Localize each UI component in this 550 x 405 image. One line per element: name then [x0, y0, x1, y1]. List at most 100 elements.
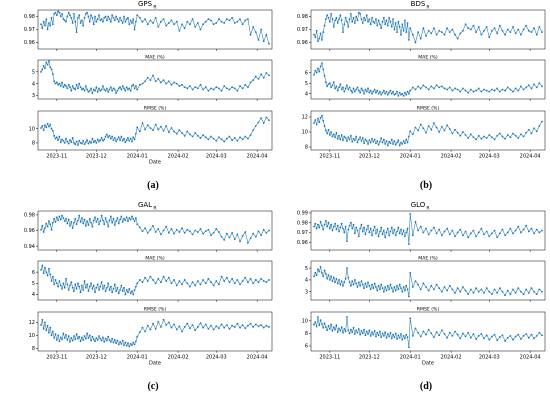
data-point	[178, 280, 181, 282]
data-point	[94, 89, 96, 92]
data-point	[371, 92, 373, 95]
data-point	[346, 84, 348, 87]
data-point	[376, 140, 379, 142]
data-point	[120, 284, 123, 287]
data-point	[376, 89, 379, 92]
data-point	[103, 88, 106, 91]
x-tick-label: 2023-12	[359, 355, 380, 361]
data-point	[398, 283, 401, 286]
data-point	[401, 290, 404, 293]
data-point	[315, 325, 318, 328]
data-point	[154, 328, 157, 330]
data-point	[496, 32, 499, 35]
data-point	[61, 81, 63, 84]
series-line	[313, 114, 543, 147]
data-point	[443, 230, 446, 233]
data-point	[90, 142, 92, 144]
data-point	[438, 228, 441, 231]
data-point	[112, 217, 115, 220]
data-point	[472, 90, 475, 93]
data-point	[57, 285, 60, 288]
data-point	[414, 126, 417, 129]
data-point	[212, 88, 215, 91]
data-point	[330, 323, 333, 326]
data-point	[318, 226, 321, 229]
data-point	[342, 139, 344, 142]
data-point	[194, 26, 197, 28]
data-point	[315, 227, 318, 230]
data-point	[477, 26, 480, 28]
data-point	[443, 286, 446, 288]
data-point	[63, 220, 66, 223]
data-point	[73, 142, 75, 144]
data-point	[112, 16, 115, 19]
data-point	[401, 338, 404, 341]
data-point	[116, 18, 119, 20]
data-point	[77, 337, 79, 340]
data-point	[104, 89, 107, 92]
data-point	[131, 85, 133, 87]
data-point	[152, 74, 154, 77]
data-point	[343, 23, 346, 26]
data-point	[67, 83, 70, 86]
data-point	[371, 331, 373, 334]
data-point	[388, 288, 391, 291]
data-point	[385, 140, 388, 142]
x-tick-label: 2024-04	[247, 154, 268, 160]
data-point	[382, 290, 385, 293]
data-point	[464, 289, 467, 292]
panel-title: RMSE (%)	[144, 106, 167, 112]
data-point	[328, 82, 331, 85]
data-point	[404, 91, 406, 94]
data-point	[199, 83, 202, 86]
axes-frame	[310, 59, 546, 100]
data-point	[73, 290, 75, 292]
data-point	[61, 138, 63, 141]
data-point	[94, 15, 96, 18]
data-point	[364, 19, 367, 22]
data-point	[541, 229, 543, 232]
data-point	[323, 74, 326, 77]
data-point	[173, 323, 176, 326]
data-point	[464, 335, 467, 338]
data-point	[462, 234, 464, 237]
data-point	[506, 134, 509, 136]
data-point	[113, 224, 116, 226]
data-point	[220, 89, 223, 92]
data-point	[368, 18, 371, 20]
data-point	[409, 317, 412, 320]
data-point	[520, 290, 522, 293]
data-point	[318, 121, 321, 124]
x-tick-label: 2024-03	[206, 154, 227, 160]
data-point	[125, 216, 128, 219]
data-point	[59, 15, 62, 18]
data-point	[79, 22, 82, 24]
data-point	[115, 290, 118, 292]
data-point	[380, 226, 383, 229]
data-point	[249, 134, 252, 137]
data-point	[344, 330, 347, 333]
data-point	[129, 19, 132, 22]
data-point	[84, 337, 87, 340]
data-point	[46, 63, 49, 66]
data-point	[49, 66, 52, 68]
data-point	[462, 332, 464, 335]
data-point	[109, 341, 112, 343]
data-point	[88, 334, 91, 337]
data-point	[440, 290, 443, 293]
data-point	[40, 127, 42, 129]
data-point	[398, 336, 401, 339]
data-point	[451, 28, 454, 31]
data-point	[314, 222, 317, 225]
data-point	[212, 137, 215, 140]
data-point	[480, 333, 483, 335]
data-point	[236, 89, 239, 92]
data-point	[388, 140, 391, 143]
data-point	[372, 140, 375, 143]
data-point	[74, 338, 77, 341]
data-point	[40, 23, 42, 26]
data-point	[417, 85, 420, 88]
subfigure-caption: (d)	[419, 381, 433, 392]
